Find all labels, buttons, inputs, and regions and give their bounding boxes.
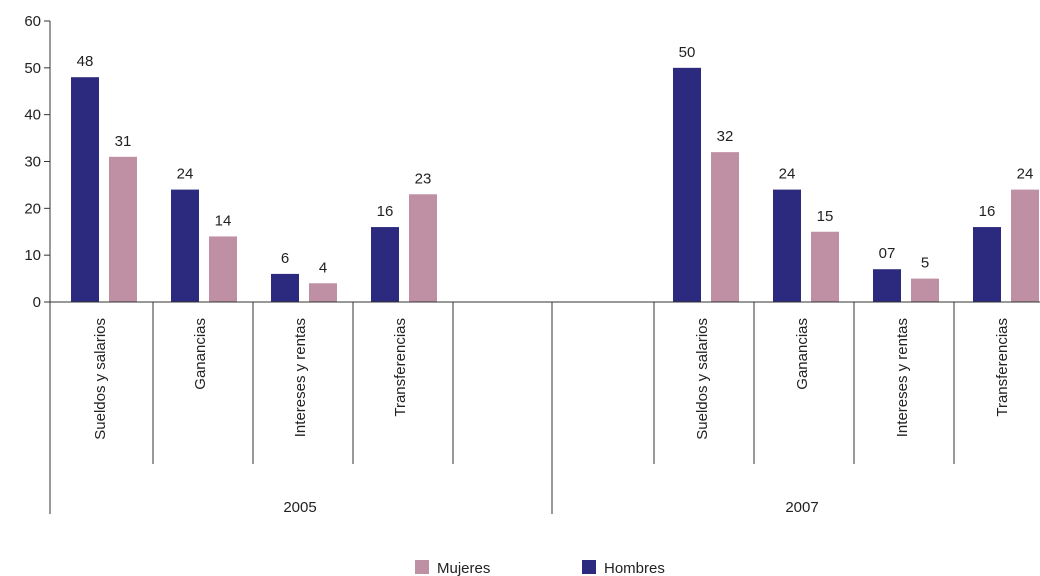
data-label: 23 bbox=[415, 170, 432, 187]
category-label: Sueldos y salarios bbox=[92, 318, 109, 440]
data-label: 24 bbox=[177, 166, 194, 183]
bar-mujeres bbox=[811, 231, 839, 302]
data-labels: 48 31 24 14 6 4 16 23 50 32 24 15 07 5 16 24 bbox=[77, 44, 1034, 276]
data-label: 6 bbox=[281, 250, 289, 267]
bar-hombres bbox=[773, 189, 801, 302]
category-label: Intereses y rentas bbox=[292, 318, 309, 437]
legend-swatch-mujeres bbox=[415, 560, 429, 574]
bar-hombres bbox=[673, 67, 701, 302]
group-label: 2007 bbox=[785, 499, 818, 516]
category-label: Transferencias bbox=[994, 318, 1011, 417]
legend-swatch-hombres bbox=[582, 560, 596, 574]
data-label: 16 bbox=[377, 203, 394, 220]
data-label: 4 bbox=[319, 259, 327, 276]
data-label: 32 bbox=[717, 128, 734, 145]
bars bbox=[71, 67, 1039, 302]
y-tick-label: 10 bbox=[24, 247, 41, 264]
y-axis: 0 10 20 30 40 50 60 bbox=[24, 13, 51, 311]
x-axis: 2005 Sueldos y salarios Ganancias Intereses… bbox=[49, 301, 1040, 516]
bar-hombres bbox=[371, 227, 399, 302]
bar-mujeres bbox=[109, 156, 137, 302]
bar-hombres bbox=[271, 273, 299, 302]
y-tick-label: 50 bbox=[24, 60, 41, 77]
data-label: 48 bbox=[77, 53, 94, 70]
bar-mujeres bbox=[309, 283, 337, 302]
category-label: Ganancias bbox=[192, 318, 209, 390]
data-label: 16 bbox=[979, 203, 996, 220]
bar-hombres bbox=[71, 77, 99, 302]
data-label: 50 bbox=[679, 44, 696, 61]
group-label: 2005 bbox=[283, 499, 316, 516]
bar-mujeres bbox=[409, 194, 437, 302]
bar-mujeres bbox=[209, 236, 237, 302]
y-tick-label: 40 bbox=[24, 107, 41, 124]
y-tick-label: 20 bbox=[24, 200, 41, 217]
data-label: 31 bbox=[115, 133, 132, 150]
category-label: Sueldos y salarios bbox=[694, 318, 711, 440]
data-label: 07 bbox=[879, 245, 896, 262]
data-label: 15 bbox=[817, 208, 834, 225]
data-label: 14 bbox=[215, 212, 232, 229]
bar-mujeres bbox=[911, 278, 939, 302]
data-label: 5 bbox=[921, 255, 929, 272]
y-tick-label: 30 bbox=[24, 154, 41, 171]
bar-hombres bbox=[973, 227, 1001, 302]
data-label: 24 bbox=[1017, 166, 1034, 183]
category-label: Intereses y rentas bbox=[894, 318, 911, 437]
category-label: Ganancias bbox=[794, 318, 811, 390]
bar-mujeres bbox=[711, 152, 739, 302]
y-tick-label: 0 bbox=[33, 294, 41, 311]
category-label: Transferencias bbox=[392, 318, 409, 417]
legend: Mujeres Hombres bbox=[415, 560, 665, 576]
legend-label: Hombres bbox=[604, 560, 665, 576]
legend-label: Mujeres bbox=[437, 560, 490, 576]
y-tick-label: 60 bbox=[24, 13, 41, 30]
bar-hombres bbox=[873, 269, 901, 302]
bar-mujeres bbox=[1011, 189, 1039, 302]
bar-hombres bbox=[171, 189, 199, 302]
data-label: 24 bbox=[779, 166, 796, 183]
